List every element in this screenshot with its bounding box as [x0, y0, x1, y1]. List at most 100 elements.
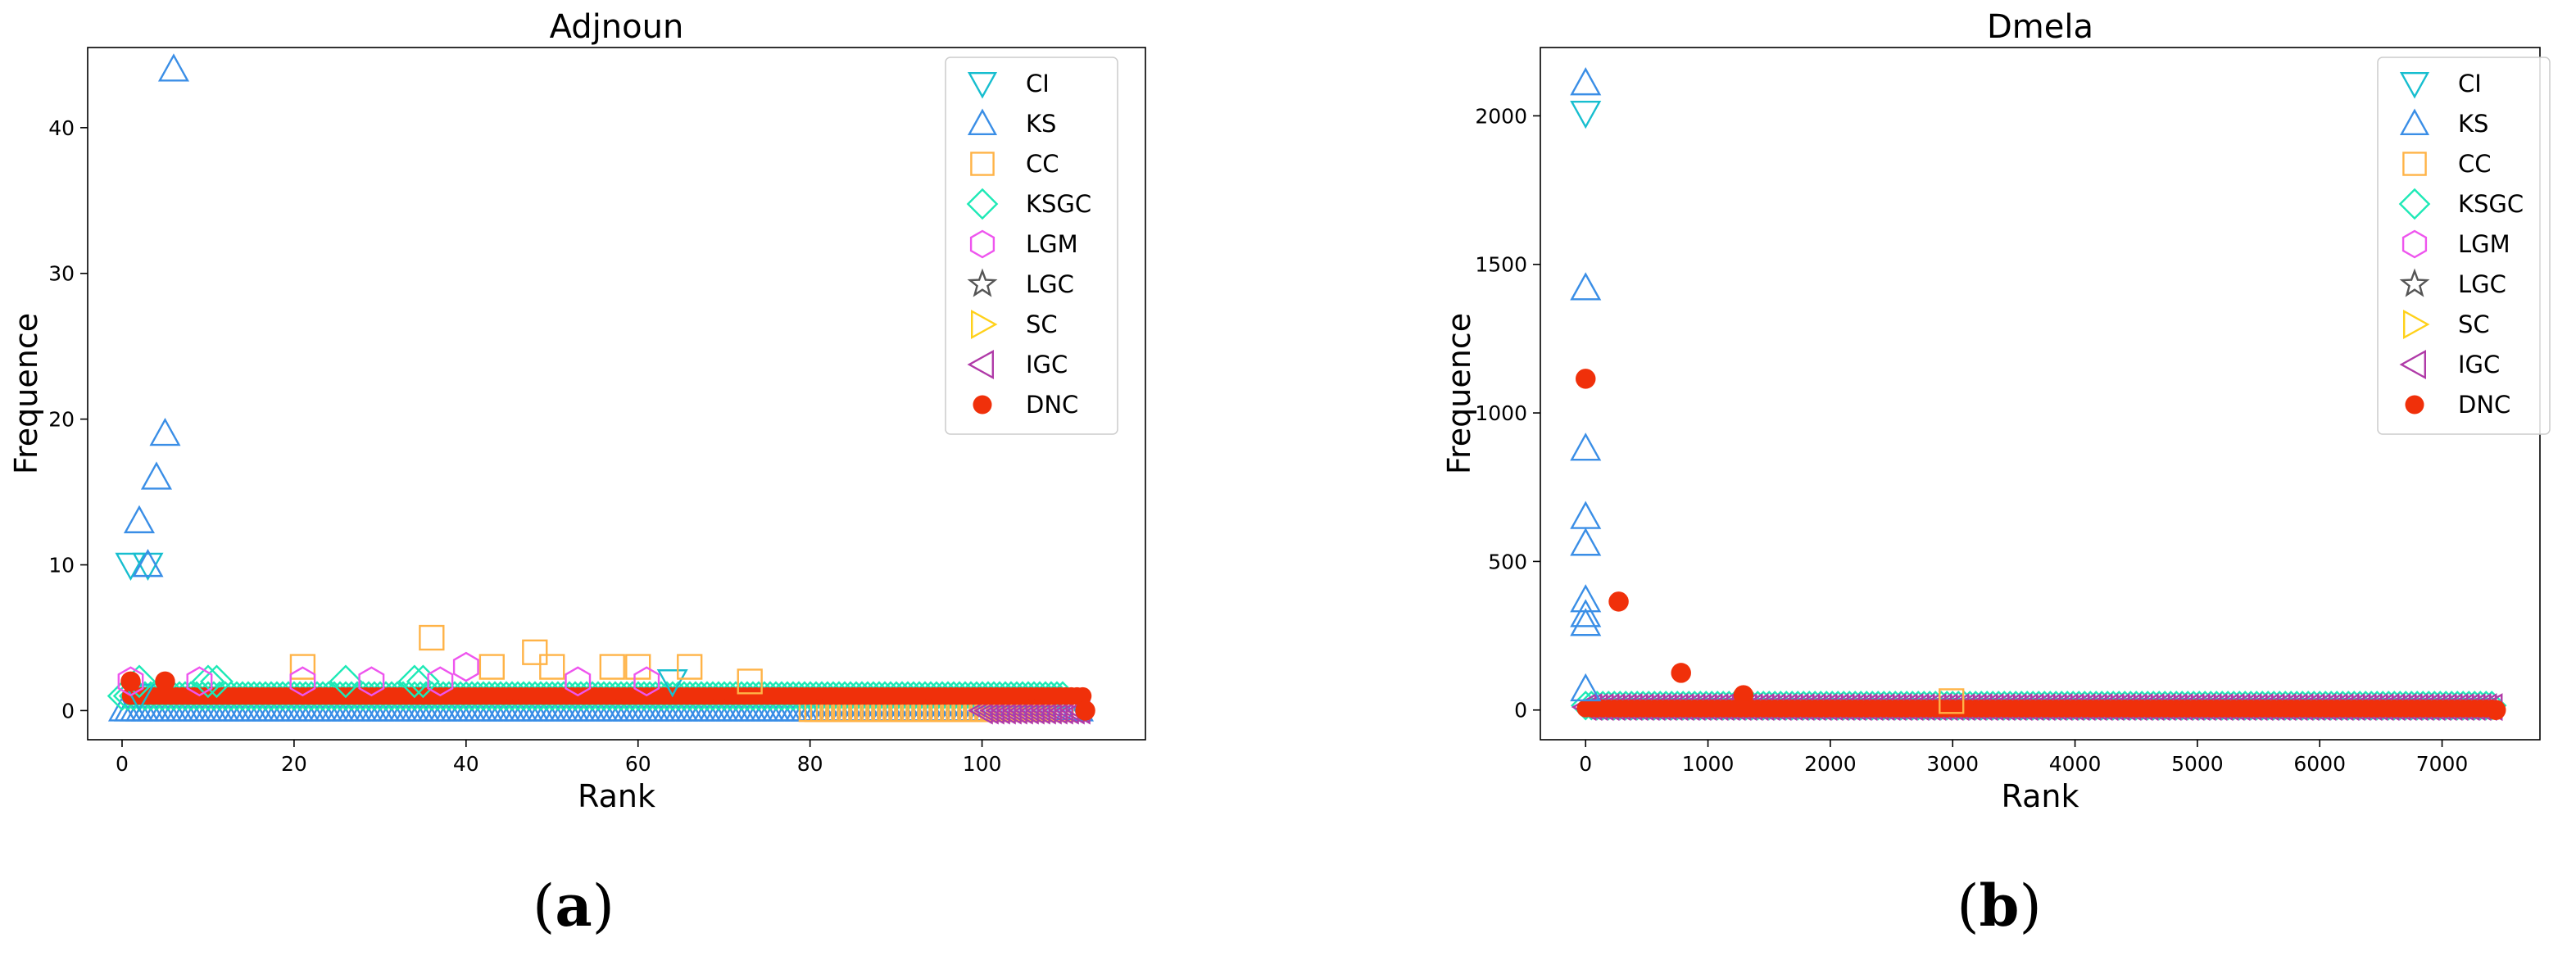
- data-point-CC: [539, 654, 565, 680]
- series-CI: [1570, 100, 1602, 129]
- data-point-DNC: [155, 671, 175, 692]
- data-point-CI: [132, 552, 164, 581]
- data-point-CC: [625, 654, 651, 680]
- legend-label-LGC: LGC: [2458, 270, 2506, 298]
- data-point-DNC: [1075, 700, 1095, 721]
- legend-marker-KS: [967, 108, 998, 135]
- data-point-CI: [656, 669, 688, 698]
- legend-label-IGC: IGC: [2458, 351, 2500, 378]
- legend-label-LGC: LGC: [1026, 270, 1074, 298]
- data-point-KSGC: [397, 664, 432, 699]
- legend-marker-CI: [967, 72, 998, 99]
- legend-label-CI: CI: [1026, 70, 1050, 97]
- legend-marker-CI: [2399, 72, 2430, 99]
- y-tick-label: 2000: [1475, 104, 1527, 128]
- data-point-KS: [1570, 272, 1602, 301]
- data-point-DNC: [1576, 369, 1596, 389]
- plot-area: [1570, 67, 2507, 722]
- y-tick-label: 30: [48, 262, 75, 286]
- x-tick-label: 7000: [2416, 752, 2469, 776]
- axes-frame: [87, 47, 1146, 741]
- data-point-KS: [1570, 673, 1602, 702]
- data-point-CC: [737, 668, 763, 695]
- legend-marker-IGC: [967, 349, 994, 380]
- x-tick-label: 60: [625, 752, 651, 776]
- data-point-LGM: [633, 666, 660, 697]
- legend-label-KSGC: KSGC: [2458, 190, 2524, 218]
- data-point-KS: [149, 417, 181, 446]
- y-tick-label: 0: [1514, 699, 1527, 723]
- legend-label-CI: CI: [2458, 70, 2482, 97]
- legend-label-CC: CC: [1026, 150, 1059, 178]
- data-point-LGM: [452, 651, 479, 682]
- data-point-LGM: [117, 666, 144, 697]
- data-point-KSGC: [200, 664, 234, 699]
- band-DNC: [1576, 700, 2501, 718]
- data-point-CC: [522, 639, 548, 665]
- x-tick-label: 2000: [1804, 752, 1857, 776]
- chart-panel-0: Adjnoun 0 20 40 60 80 100 0 10 20 30 40 Rank Frequenc…: [8, 8, 1146, 940]
- y-axis-label: Frequence: [8, 313, 44, 474]
- data-point-CC: [677, 654, 703, 680]
- data-point-CC: [478, 654, 505, 680]
- data-point-CI: [1570, 100, 1602, 129]
- data-point-KS: [140, 461, 173, 490]
- legend-box: [945, 57, 1118, 435]
- data-point-DNC: [1733, 685, 1754, 705]
- legend-marker-KS: [2399, 108, 2430, 135]
- data-point-KS: [157, 53, 189, 82]
- y-tick-label: 1000: [1475, 401, 1527, 425]
- series-DNC: [1576, 369, 2506, 720]
- series-LGM: [117, 651, 660, 697]
- data-point-LGM: [186, 666, 213, 697]
- y-tick-label: 500: [1488, 550, 1527, 573]
- series-KS: [1570, 67, 1602, 702]
- legend: CI KS CC KSGC LGM LGC SC IGC DNC: [2377, 57, 2551, 435]
- legend: CI KS CC KSGC LGM LGC SC IGC DNC: [945, 57, 1118, 435]
- x-tick-label: 100: [963, 752, 1002, 776]
- legend-label-SC: SC: [1026, 310, 1058, 338]
- data-point-DNC: [2486, 700, 2506, 720]
- legend-marker-KSGC: [966, 188, 999, 220]
- data-point-KS: [1570, 608, 1602, 637]
- legend-marker-SC: [971, 309, 998, 340]
- x-tick-label: 3000: [1926, 752, 1979, 776]
- series-KS: [123, 53, 189, 578]
- y-tick-label: 40: [48, 116, 75, 140]
- series-DNC: [120, 671, 1095, 721]
- legend-marker-LGM: [2401, 229, 2428, 259]
- x-tick-label: 1000: [1682, 752, 1735, 776]
- legend-marker-CC: [2402, 152, 2427, 176]
- legend-marker-KSGC: [2398, 188, 2431, 220]
- band-mark: [1073, 686, 1092, 705]
- data-point-KS: [1570, 599, 1602, 627]
- y-tick-label: 0: [61, 699, 75, 723]
- data-point-LGM: [289, 666, 316, 697]
- chart-title: Adjnoun: [550, 8, 684, 46]
- x-tick-label: 0: [116, 752, 129, 776]
- data-point-DNC: [1608, 591, 1629, 612]
- legend-label-SC: SC: [2458, 310, 2490, 338]
- legend-marker-DNC: [973, 395, 992, 415]
- chart-title: Dmela: [1987, 8, 2093, 46]
- legend-label-KS: KS: [1026, 110, 1056, 138]
- data-point-CC: [1939, 688, 1965, 714]
- y-tick-label: 10: [48, 554, 75, 578]
- data-point-CC: [599, 654, 625, 680]
- panel-caption: (a): [533, 872, 615, 940]
- x-tick-label: 0: [1579, 752, 1592, 776]
- data-point-KS: [1570, 584, 1602, 613]
- data-point-LGM: [427, 666, 454, 697]
- legend-label-DNC: DNC: [1026, 391, 1078, 419]
- y-tick-label: 1500: [1475, 253, 1527, 277]
- chart-panel-1: Dmela 0 1000 2000 3000 4000 5000 6000 7000 0 500 10…: [1441, 8, 2551, 940]
- legend-label-LGM: LGM: [2458, 230, 2510, 258]
- legend-marker-LGC: [967, 268, 998, 297]
- x-tick-label: 80: [797, 752, 823, 776]
- data-point-KSGC: [329, 664, 363, 699]
- data-point-KS: [132, 549, 164, 578]
- data-point-KS: [123, 505, 156, 533]
- data-point-CC: [419, 624, 445, 651]
- data-point-LGM: [358, 666, 385, 697]
